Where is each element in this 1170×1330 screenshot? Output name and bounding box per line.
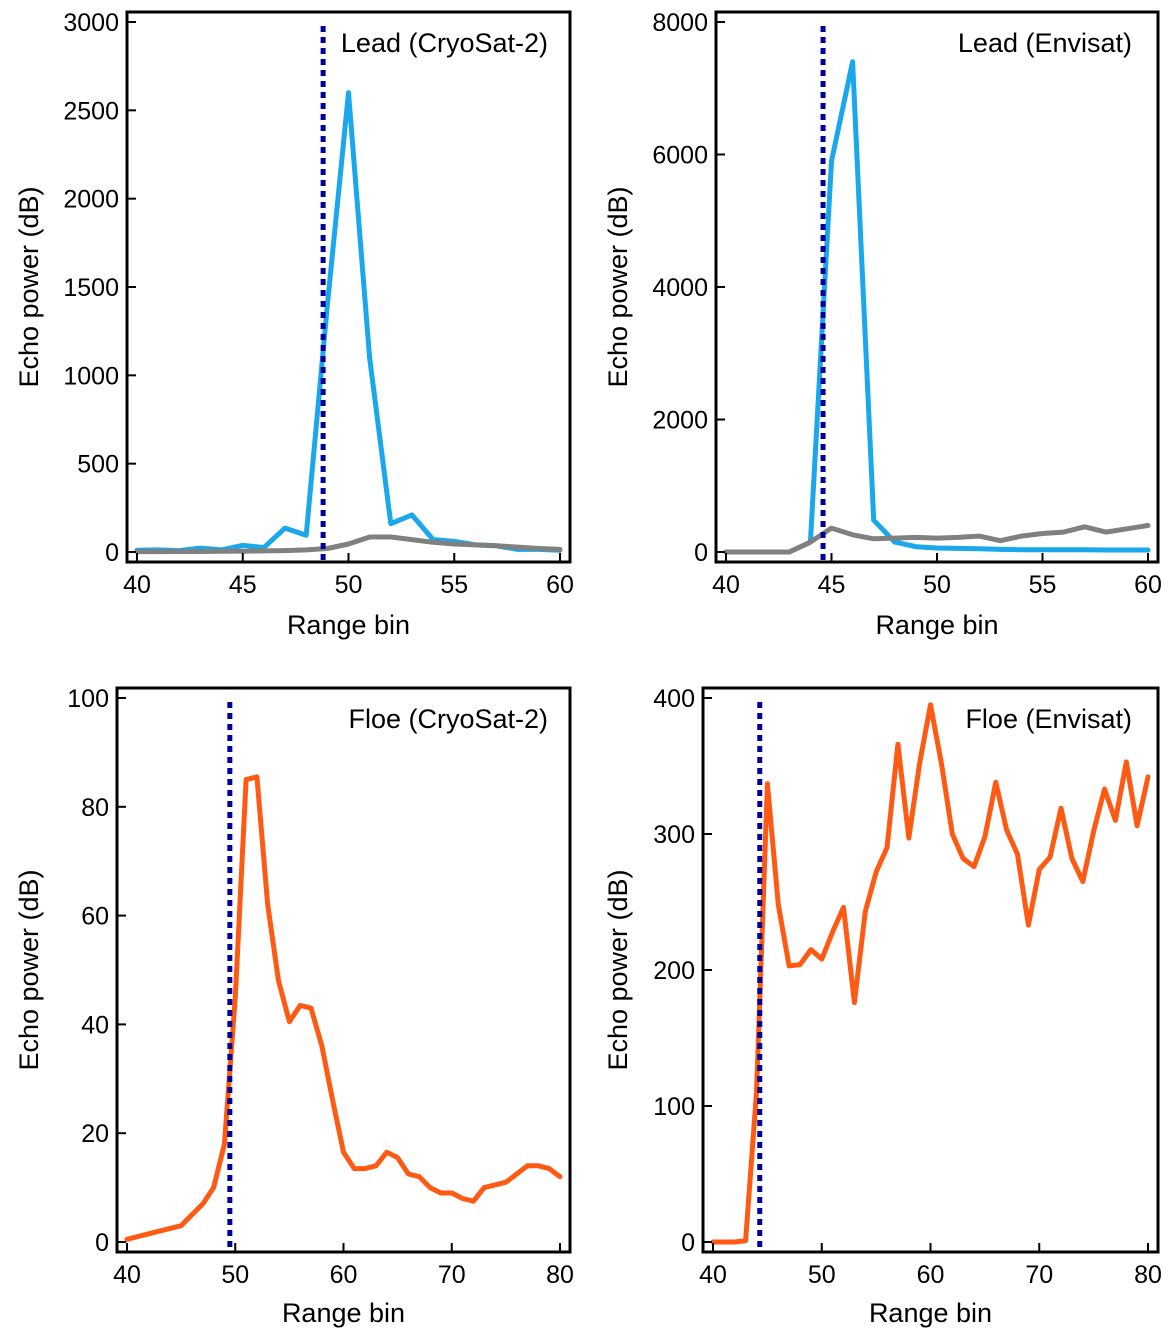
chart0-ytick-label: 500 xyxy=(77,451,119,479)
chart3-ytick-label: 200 xyxy=(653,957,695,985)
chart1-xtick-label: 50 xyxy=(923,571,951,599)
chart0-ytick-label: 2500 xyxy=(63,97,119,125)
chart1-xtick-label: 60 xyxy=(1134,571,1162,599)
chart3-ylabel: Echo power (dB) xyxy=(603,869,633,1070)
chart2-xtick-label: 60 xyxy=(330,1261,358,1289)
chart1-xtick-label: 45 xyxy=(818,571,846,599)
chart3-series-1-line xyxy=(710,702,1151,1245)
chart0-ylabel: Echo power (dB) xyxy=(14,186,44,387)
chart2-ytick-label: 40 xyxy=(81,1011,109,1039)
panel-lead-cryosat2: 40 45 50 55 60 0 500 1000 1500 2000 2500 3000 Lead (… xyxy=(14,9,574,640)
chart1-xtick-label: 40 xyxy=(712,571,740,599)
chart3-ytick-label: 0 xyxy=(681,1229,695,1257)
chart0-xtick-label: 45 xyxy=(229,571,257,599)
chart0-xtick-label: 55 xyxy=(440,571,468,599)
chart1-ytick-label: 4000 xyxy=(652,274,708,302)
chart0-xtick-label: 40 xyxy=(123,571,151,599)
chart0-series-1-line xyxy=(134,90,563,554)
panel-floe-cryosat2: 40 50 60 70 80 0 20 40 60 80 100 Floe (CryoSat-2) Ra… xyxy=(14,685,574,1328)
chart1-ytick-label: 0 xyxy=(694,539,708,567)
chart0-ytick-label: 3000 xyxy=(63,9,119,37)
chart2-ylabel: Echo power (dB) xyxy=(14,869,44,1070)
chart3-xtick-label: 40 xyxy=(699,1261,727,1289)
chart0-xlabel: Range bin xyxy=(287,610,410,640)
chart1-ytick-label: 8000 xyxy=(652,9,708,37)
chart2-ytick-label: 0 xyxy=(95,1229,109,1257)
chart2-xtick-label: 70 xyxy=(438,1261,466,1289)
chart0-ytick-label: 2000 xyxy=(63,186,119,214)
chart0-series-2-line xyxy=(134,534,563,555)
chart2-ytick-label: 100 xyxy=(67,685,109,713)
chart0-xtick-label: 50 xyxy=(335,571,363,599)
chart0-ytick-label: 1000 xyxy=(63,362,119,390)
chart0-ytick-label: 0 xyxy=(105,539,119,567)
chart2-xtick-label: 40 xyxy=(113,1261,141,1289)
chart0-ytick-label: 1500 xyxy=(63,274,119,302)
chart1-xlabel: Range bin xyxy=(875,610,998,640)
chart3-xtick-label: 50 xyxy=(808,1261,836,1289)
chart1-ylabel: Echo power (dB) xyxy=(603,186,633,387)
chart2-series-1-line xyxy=(124,774,563,1242)
panel-lead-envisat: 40 45 50 55 60 0 2000 4000 6000 8000 Lead (Envisat… xyxy=(603,9,1162,640)
chart2-xtick-label: 80 xyxy=(546,1261,574,1289)
chart2-ytick-label: 20 xyxy=(81,1120,109,1148)
chart1-axes-frame xyxy=(714,10,1160,564)
chart2-xtick-label: 50 xyxy=(221,1261,249,1289)
chart1-series-1-line xyxy=(723,59,1151,555)
chart2-title: Floe (CryoSat-2) xyxy=(348,704,548,734)
chart3-xtick-label: 70 xyxy=(1025,1261,1053,1289)
chart1-xtick-label: 55 xyxy=(1029,571,1057,599)
chart1-ytick-label: 6000 xyxy=(652,142,708,170)
chart2-axes-frame xyxy=(115,686,572,1254)
chart3-ytick-label: 100 xyxy=(653,1093,695,1121)
chart2-ytick-label: 60 xyxy=(81,903,109,931)
chart3-title: Floe (Envisat) xyxy=(965,704,1132,734)
chart3-xtick-label: 60 xyxy=(917,1261,945,1289)
chart3-xtick-label: 80 xyxy=(1134,1261,1162,1289)
chart1-title: Lead (Envisat) xyxy=(958,28,1132,58)
chart2-xlabel: Range bin xyxy=(282,1298,405,1328)
chart1-series-2-line xyxy=(723,523,1151,555)
chart2-ytick-label: 80 xyxy=(81,794,109,822)
chart1-ytick-label: 2000 xyxy=(652,407,708,435)
panel-floe-envisat: 40 50 60 70 80 0 100 200 300 400 Floe (Envisat) Ran… xyxy=(603,685,1162,1328)
chart3-ytick-label: 300 xyxy=(653,821,695,849)
chart0-xtick-label: 60 xyxy=(546,571,574,599)
chart3-xlabel: Range bin xyxy=(869,1298,992,1328)
chart3-ytick-label: 400 xyxy=(653,685,695,713)
chart0-title: Lead (CryoSat-2) xyxy=(341,28,548,58)
chart3-axes-frame xyxy=(701,686,1160,1254)
